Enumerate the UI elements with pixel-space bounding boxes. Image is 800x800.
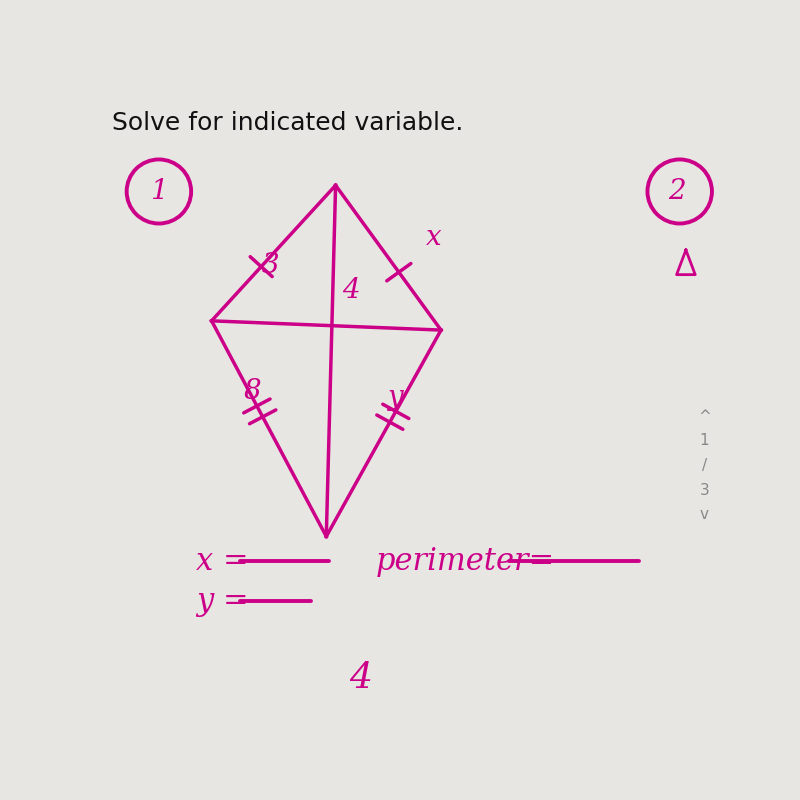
Text: 3: 3 — [262, 252, 279, 279]
Text: /: / — [702, 458, 707, 473]
Text: v: v — [700, 507, 709, 522]
Text: y: y — [386, 384, 402, 411]
Text: 4: 4 — [342, 277, 360, 303]
Text: perimeter=: perimeter= — [376, 546, 555, 577]
Text: ^: ^ — [698, 409, 711, 424]
Text: 8: 8 — [243, 378, 261, 405]
Text: 4: 4 — [349, 661, 372, 695]
Text: Solve for indicated variable.: Solve for indicated variable. — [112, 111, 464, 135]
Text: x: x — [426, 224, 442, 251]
Text: y =: y = — [196, 586, 249, 617]
Text: 2: 2 — [668, 178, 686, 205]
Text: 3: 3 — [700, 482, 710, 498]
Text: 1: 1 — [150, 178, 168, 205]
Text: x =: x = — [196, 546, 249, 577]
Text: 1: 1 — [700, 434, 710, 449]
